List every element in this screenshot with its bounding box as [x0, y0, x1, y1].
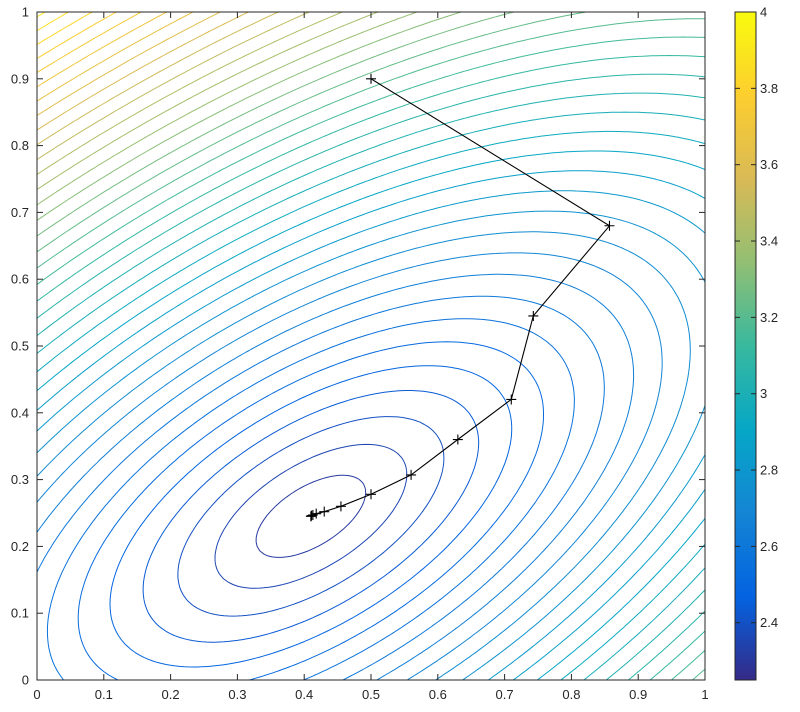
x-tick-label: 0.5	[362, 687, 380, 702]
x-tick-label: 0	[33, 687, 40, 702]
colorbar-tick-label: 3.6	[760, 157, 778, 172]
path-point-marker	[305, 511, 316, 522]
contour-level-line	[214, 443, 408, 589]
colorbar-ticks: 2.4 2.6 2.8 3 3.2 3.4 3.6 3.8 4	[735, 5, 778, 630]
y-tick-label: 0.5	[11, 339, 29, 354]
colorbar-tick-label: 3	[760, 386, 767, 401]
contour-level-line	[37, 12, 587, 253]
x-tick-label: 0.8	[562, 687, 580, 702]
x-axis: 0 0.1 0.2 0.3 0.4 0.5 0.6 0.7 0.8 0.9 1	[33, 12, 709, 702]
y-tick-label: 0.3	[11, 472, 29, 487]
contour-level-line	[37, 12, 117, 59]
colorbar: 2.4 2.6 2.8 3 3.2 3.4 3.6 3.8 4	[734, 5, 778, 681]
contour-lines	[37, 12, 705, 680]
x-tick-label: 0.6	[429, 687, 447, 702]
path-point-marker	[604, 220, 615, 231]
contour-level-line	[37, 273, 635, 680]
x-tick-label: 0.7	[496, 687, 514, 702]
colorbar-tick-label: 2.4	[760, 615, 778, 630]
contour-level-line	[37, 12, 167, 88]
contour-level-line	[37, 12, 462, 221]
contour-level-line	[37, 12, 69, 32]
colorbar-tick-label: 3.2	[760, 310, 778, 325]
optimization-path	[305, 73, 615, 522]
contour-level-line	[37, 210, 705, 680]
contour-level-line	[46, 318, 575, 680]
x-tick-label: 0.1	[95, 687, 113, 702]
x-tick-label: 1	[701, 687, 708, 702]
colorbar-gradient	[735, 12, 756, 680]
contour-level-line	[37, 12, 249, 131]
contour-level-line	[37, 12, 221, 116]
path-point-marker	[366, 489, 376, 500]
y-tick-label: 0	[22, 673, 29, 688]
path-point-marker	[306, 510, 317, 521]
contour-level-line	[37, 150, 705, 680]
path-point-marker	[366, 73, 376, 84]
contour-level-line	[37, 12, 93, 45]
x-tick-label: 0.2	[162, 687, 180, 702]
contour-level-line	[77, 341, 544, 680]
contour-level-line	[142, 390, 480, 643]
path-point-marker	[528, 310, 539, 321]
y-tick-label: 0.8	[11, 138, 29, 153]
colorbar-tick-label: 3.4	[760, 234, 778, 249]
colorbar-tick-label: 2.6	[760, 539, 778, 554]
contour-level-line	[37, 55, 705, 680]
contour-level-line	[37, 12, 279, 146]
path-point-marker	[307, 510, 318, 521]
y-tick-label: 0.6	[11, 272, 29, 287]
contour-level-line	[37, 12, 194, 102]
y-axis: 0 0.1 0.2 0.3 0.4 0.5 0.6 0.7 0.8 0.9 1	[11, 5, 705, 688]
contour-level-line	[109, 365, 513, 668]
colorbar-frame	[734, 11, 757, 681]
colorbar-tick-label: 3.8	[760, 81, 778, 96]
plot-area: 0 0.1 0.2 0.3 0.4 0.5 0.6 0.7 0.8 0.9 1 0 0.1 0.2 0.3…	[11, 5, 709, 703]
y-tick-label: 0.7	[11, 205, 29, 220]
contour-level-line	[37, 231, 691, 680]
contour-level-line	[37, 18, 705, 680]
contour-level-line	[37, 12, 379, 190]
contour-level-line	[37, 130, 705, 680]
colorbar-tick-label: 2.8	[760, 463, 778, 478]
x-tick-label: 0.9	[629, 687, 647, 702]
contour-level-line	[37, 12, 343, 175]
path-point-marker	[452, 434, 463, 445]
contour-level-line	[177, 416, 445, 617]
path-point-marker	[335, 501, 346, 512]
contour-level-line	[37, 12, 514, 237]
contour-level-line	[255, 474, 367, 558]
x-tick-label: 0.4	[295, 687, 313, 702]
path-point-marker	[406, 469, 417, 480]
contour-level-line	[37, 36, 705, 680]
y-tick-label: 0.2	[11, 539, 29, 554]
y-tick-label: 0.4	[11, 405, 29, 420]
colorbar-tick-label: 4	[760, 5, 767, 20]
y-tick-label: 1	[22, 5, 29, 20]
contour-level-line	[37, 190, 705, 680]
y-tick-label: 0.9	[11, 71, 29, 86]
path-point-marker	[319, 506, 330, 517]
contour-level-line	[37, 252, 663, 680]
y-tick-label: 0.1	[11, 606, 29, 621]
contour-level-line	[37, 12, 142, 74]
x-tick-label: 0.3	[228, 687, 246, 702]
path-point-marker	[506, 394, 517, 405]
contour-level-line	[37, 12, 418, 206]
